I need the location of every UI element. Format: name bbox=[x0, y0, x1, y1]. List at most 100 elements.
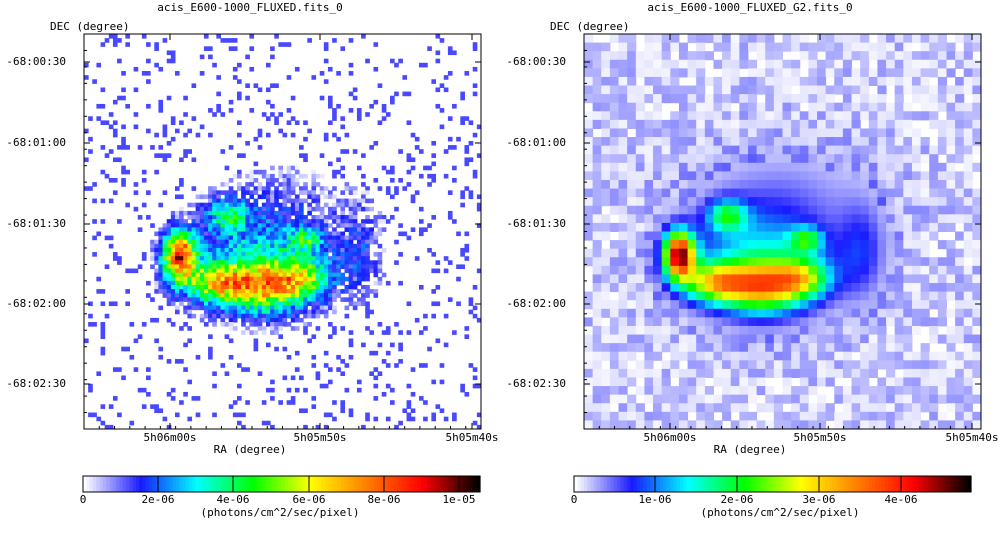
image-pixel bbox=[191, 284, 197, 290]
image-pixel bbox=[929, 51, 939, 61]
colorbar-swatch bbox=[208, 476, 213, 492]
image-pixel bbox=[410, 416, 416, 422]
image-pixel bbox=[282, 219, 288, 224]
colorbar-swatch bbox=[301, 476, 306, 492]
colorbar-swatch bbox=[387, 476, 392, 492]
image-pixel bbox=[332, 219, 337, 224]
image-pixel bbox=[678, 154, 689, 164]
image-pixel bbox=[237, 202, 242, 208]
image-pixel bbox=[937, 240, 947, 250]
image-pixel bbox=[191, 235, 197, 241]
image-pixel bbox=[618, 179, 628, 190]
image-pixel bbox=[104, 173, 110, 179]
image-pixel bbox=[644, 214, 654, 224]
image-pixel bbox=[323, 252, 329, 257]
image-pixel bbox=[249, 235, 255, 241]
image-pixel bbox=[348, 227, 354, 232]
image-pixel bbox=[722, 68, 732, 78]
image-pixel bbox=[377, 210, 383, 216]
image-pixel bbox=[825, 94, 835, 104]
image-pixel bbox=[369, 103, 374, 109]
image-pixel bbox=[423, 400, 428, 405]
image-pixel bbox=[117, 58, 122, 64]
image-pixel bbox=[174, 412, 180, 418]
colorbar-swatch bbox=[198, 476, 203, 492]
image-pixel bbox=[765, 42, 775, 52]
colorbar-swatch bbox=[354, 476, 359, 492]
image-pixel bbox=[191, 202, 197, 208]
image-pixel bbox=[208, 215, 213, 220]
image-pixel bbox=[756, 128, 766, 138]
image-pixel bbox=[937, 188, 947, 198]
image-pixel bbox=[808, 197, 818, 207]
image-pixel bbox=[825, 317, 835, 327]
image-pixel bbox=[369, 219, 374, 224]
image-pixel bbox=[851, 325, 861, 336]
image-pixel bbox=[920, 257, 930, 267]
image-pixel bbox=[618, 162, 628, 172]
image-pixel bbox=[253, 342, 259, 348]
image-pixel bbox=[179, 260, 184, 265]
image-pixel bbox=[270, 194, 275, 200]
image-pixel bbox=[203, 289, 209, 294]
image-pixel bbox=[773, 102, 783, 112]
image-pixel bbox=[274, 317, 279, 323]
image-pixel bbox=[183, 252, 188, 257]
image-pixel bbox=[183, 289, 188, 294]
image-pixel bbox=[644, 111, 654, 121]
image-pixel bbox=[220, 363, 226, 368]
image-pixel bbox=[618, 197, 628, 207]
image-pixel bbox=[154, 62, 159, 68]
image-pixel bbox=[257, 219, 263, 224]
image-pixel bbox=[323, 227, 329, 232]
image-pixel bbox=[92, 219, 97, 224]
image-pixel bbox=[601, 154, 611, 164]
image-pixel bbox=[791, 76, 801, 87]
image-pixel bbox=[687, 325, 697, 336]
image-pixel bbox=[257, 260, 263, 265]
colorbar-swatch bbox=[666, 476, 671, 492]
image-pixel bbox=[661, 274, 671, 284]
image-pixel bbox=[834, 360, 844, 370]
image-pixel bbox=[319, 243, 325, 249]
image-pixel bbox=[886, 386, 896, 396]
colorbar-swatch bbox=[848, 476, 853, 492]
image-pixel bbox=[946, 197, 956, 207]
image-pixel bbox=[427, 346, 432, 352]
image-pixel bbox=[920, 205, 930, 215]
image-pixel bbox=[249, 239, 255, 245]
image-pixel bbox=[274, 256, 279, 261]
image-pixel bbox=[592, 411, 602, 421]
image-pixel bbox=[237, 231, 242, 237]
image-pixel bbox=[282, 375, 288, 381]
image-pixel bbox=[220, 252, 226, 257]
image-pixel bbox=[903, 231, 913, 241]
image-pixel bbox=[722, 291, 732, 301]
image-pixel bbox=[158, 264, 164, 270]
image-pixel bbox=[100, 334, 106, 339]
image-pixel bbox=[154, 46, 159, 51]
image-pixel bbox=[369, 350, 374, 356]
image-pixel bbox=[294, 313, 300, 319]
image-pixel bbox=[332, 247, 337, 253]
image-pixel bbox=[245, 239, 250, 245]
image-pixel bbox=[842, 308, 853, 318]
image-pixel bbox=[592, 368, 602, 378]
image-pixel bbox=[756, 377, 766, 387]
image-pixel bbox=[286, 182, 292, 187]
image-pixel bbox=[808, 265, 818, 275]
image-pixel bbox=[216, 235, 221, 241]
colorbar-swatch bbox=[607, 476, 611, 492]
image-pixel bbox=[963, 248, 973, 258]
image-pixel bbox=[179, 231, 184, 237]
image-pixel bbox=[627, 119, 637, 129]
image-pixel bbox=[756, 42, 766, 52]
colorbar-swatch bbox=[617, 476, 621, 492]
image-pixel bbox=[108, 424, 114, 430]
image-pixel bbox=[249, 247, 255, 253]
image-pixel bbox=[348, 239, 354, 245]
colorbar-swatch bbox=[894, 476, 899, 492]
image-pixel bbox=[270, 206, 275, 212]
image-pixel bbox=[868, 102, 878, 112]
image-pixel bbox=[141, 387, 147, 393]
